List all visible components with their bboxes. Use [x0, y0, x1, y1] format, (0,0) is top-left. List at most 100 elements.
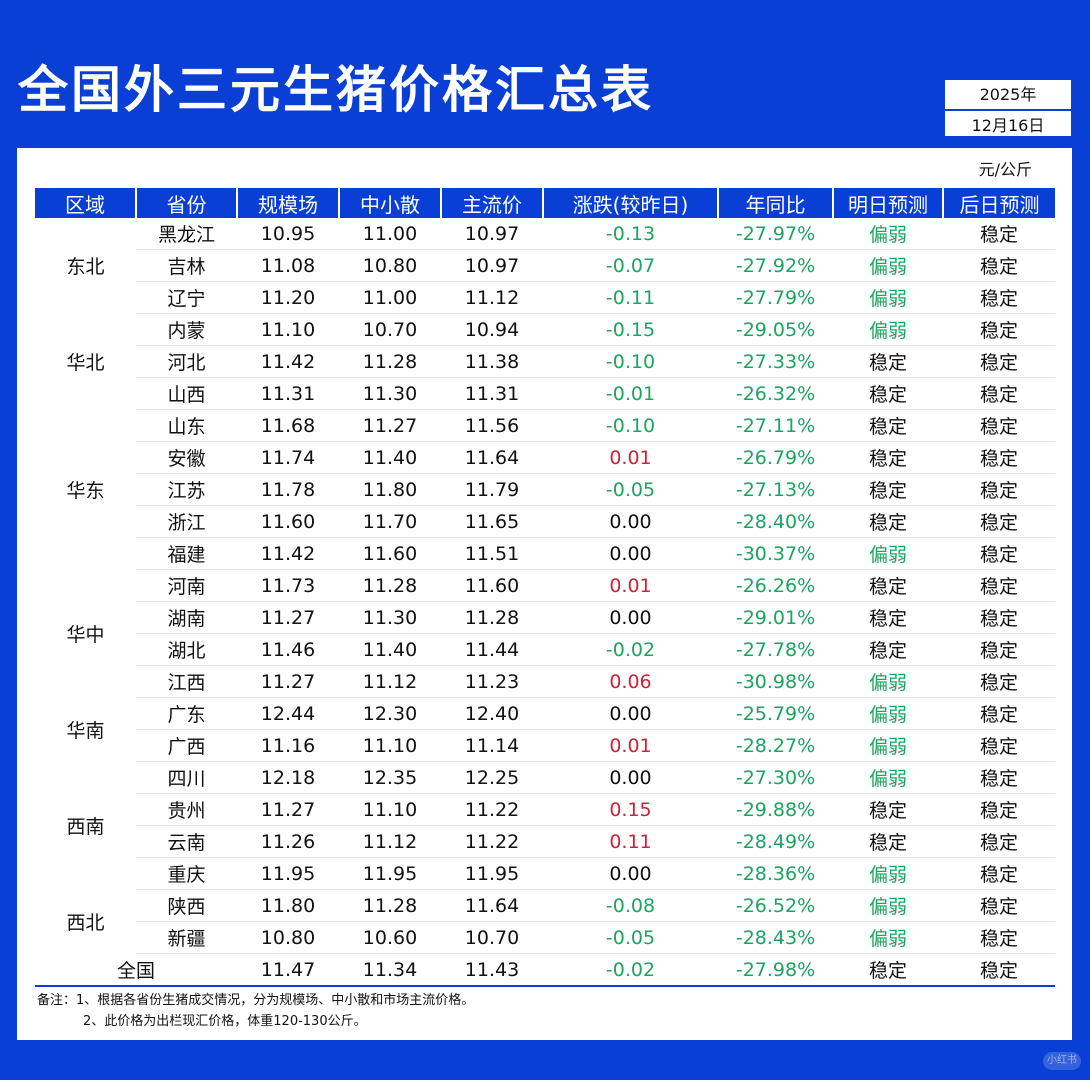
small-farm-price: 11.12: [339, 665, 441, 698]
day-after-forecast: 稳定: [943, 889, 1055, 922]
change-value: 0.00: [543, 505, 718, 538]
tomorrow-forecast: 稳定: [833, 409, 943, 442]
province-cell: 广东: [136, 697, 237, 730]
change-value: -0.10: [543, 409, 718, 442]
table-row: 安徽 11.74 11.40 11.64 0.01 -26.79% 稳定 稳定: [35, 441, 1055, 474]
large-farm-price: 11.27: [237, 793, 339, 826]
large-farm-price: 11.20: [237, 281, 339, 314]
day-after-forecast: 稳定: [943, 441, 1055, 474]
day-after-forecast: 稳定: [943, 218, 1055, 250]
small-farm-price: 11.95: [339, 857, 441, 890]
yoy-value: -27.97%: [718, 218, 833, 250]
change-value: -0.11: [543, 281, 718, 314]
province-cell: 浙江: [136, 505, 237, 538]
day-after-forecast: 稳定: [943, 345, 1055, 378]
table-row: 华南 广东 12.44 12.30 12.40 0.00 -25.79% 偏弱 稳定: [35, 697, 1055, 742]
tomorrow-forecast: 稳定: [833, 505, 943, 538]
table-row: 河北 11.42 11.28 11.38 -0.10 -27.33% 稳定 稳定: [35, 345, 1055, 378]
main-price: 11.22: [441, 793, 543, 826]
day-after-forecast: 稳定: [943, 313, 1055, 346]
yoy-value: -28.49%: [718, 825, 833, 858]
main-price: 11.64: [441, 889, 543, 922]
small-farm-price: 11.40: [339, 633, 441, 666]
yoy-value: -30.98%: [718, 665, 833, 698]
main-price: 10.97: [441, 249, 543, 282]
change-value: 0.01: [543, 729, 718, 762]
yoy-value: -27.11%: [718, 409, 833, 442]
column-header: 区域: [35, 188, 137, 218]
table-row: 吉林 11.08 10.80 10.97 -0.07 -27.92% 偏弱 稳定: [35, 249, 1055, 282]
main-price: 11.22: [441, 825, 543, 858]
small-farm-price: 12.30: [339, 697, 441, 730]
province-cell: 河南: [136, 569, 237, 602]
large-farm-price: 11.42: [237, 537, 339, 570]
column-header: 年同比: [718, 188, 834, 218]
page-title: 全国外三元生猪价格汇总表: [18, 61, 654, 119]
province-cell: 安徽: [136, 441, 237, 474]
province-cell: 辽宁: [136, 281, 237, 314]
large-farm-price: 11.27: [237, 665, 339, 698]
yoy-value: -27.79%: [718, 281, 833, 314]
large-farm-price: 11.78: [237, 473, 339, 506]
large-farm-price: 11.60: [237, 505, 339, 538]
small-farm-price: 11.30: [339, 377, 441, 410]
small-farm-price: 10.60: [339, 921, 441, 954]
table-row: 山西 11.31 11.30 11.31 -0.01 -26.32% 稳定 稳定: [35, 377, 1055, 410]
yoy-value: -29.01%: [718, 601, 833, 634]
tomorrow-forecast: 偏弱: [833, 761, 943, 794]
yoy-value: -26.32%: [718, 377, 833, 410]
tomorrow-forecast: 偏弱: [833, 921, 943, 954]
yoy-value: -27.92%: [718, 249, 833, 282]
table-row: 广西 11.16 11.10 11.14 0.01 -28.27% 偏弱 稳定: [35, 729, 1055, 762]
tomorrow-forecast: 稳定: [833, 473, 943, 506]
date-box: 2025年 12月16日: [943, 78, 1073, 138]
table-row: 西南 四川 12.18 12.35 12.25 0.00 -27.30% 偏弱 稳定: [35, 761, 1055, 838]
change-value: 0.06: [543, 665, 718, 698]
tomorrow-forecast: 稳定: [833, 825, 943, 858]
change-value: 0.00: [543, 761, 718, 794]
column-header: 中小散: [339, 188, 442, 218]
table-row: 新疆 10.80 10.60 10.70 -0.05 -28.43% 偏弱 稳定: [35, 921, 1055, 954]
date-year: 2025年: [945, 80, 1071, 111]
column-header: 后日预测: [943, 188, 1055, 218]
change-value: -0.07: [543, 249, 718, 282]
province-cell: 吉林: [136, 249, 237, 282]
price-table: 区域 省份 规模场 中小散 主流价 涨跌(较昨日) 年同比 明日预测 后日预测 东北 黑龙江 10.…: [35, 188, 1055, 987]
table-row: 华东 山东 11.68 11.27 11.56 -0.10 -27.11% 稳定 稳定: [35, 409, 1055, 502]
day-after-forecast: 稳定: [943, 473, 1055, 506]
main-price: 11.12: [441, 281, 543, 314]
large-farm-price: 12.44: [237, 697, 339, 730]
main-price: 11.38: [441, 345, 543, 378]
large-farm-price: 11.47: [237, 953, 339, 987]
column-header: 规模场: [237, 188, 340, 218]
yoy-value: -27.13%: [718, 473, 833, 506]
day-after-forecast: 稳定: [943, 697, 1055, 730]
province-cell: 四川: [136, 761, 237, 794]
large-farm-price: 12.18: [237, 761, 339, 794]
large-farm-price: 11.08: [237, 249, 339, 282]
large-farm-price: 10.95: [237, 218, 339, 250]
table-row: 浙江 11.60 11.70 11.65 0.00 -28.40% 稳定 稳定: [35, 505, 1055, 538]
day-after-forecast: 稳定: [943, 729, 1055, 762]
small-farm-price: 11.28: [339, 889, 441, 922]
region-cell: 华南: [66, 720, 105, 742]
column-header: 主流价: [441, 188, 544, 218]
tomorrow-forecast: 偏弱: [833, 697, 943, 730]
day-after-forecast: 稳定: [943, 761, 1055, 794]
main-price: 12.40: [441, 697, 543, 730]
change-value: 0.01: [543, 569, 718, 602]
large-farm-price: 11.73: [237, 569, 339, 602]
notes: 备注：1、根据各省份生猪成交情况，分为规模场、中小散和市场主流价格。 2、此价格…: [37, 990, 474, 1032]
table-body: 东北 黑龙江 10.95 11.00 10.97 -0.13 -27.97% 偏弱 稳定 吉林 11…: [35, 218, 1055, 987]
table-row: 福建 11.42 11.60 11.51 0.00 -30.37% 偏弱 稳定: [35, 537, 1055, 570]
table-row: 华北 内蒙 11.10 10.70 10.94 -0.15 -29.05% 偏弱 稳定: [35, 313, 1055, 374]
tomorrow-forecast: 稳定: [833, 569, 943, 602]
change-value: 0.15: [543, 793, 718, 826]
main-price: 11.14: [441, 729, 543, 762]
main-price: 10.97: [441, 218, 543, 250]
table-row: 贵州 11.27 11.10 11.22 0.15 -29.88% 稳定 稳定: [35, 793, 1055, 826]
province-cell: 山东: [136, 409, 237, 442]
table-row: 江苏 11.78 11.80 11.79 -0.05 -27.13% 稳定 稳定: [35, 473, 1055, 506]
tomorrow-forecast: 偏弱: [833, 729, 943, 762]
region-cell: 华中: [66, 624, 105, 646]
